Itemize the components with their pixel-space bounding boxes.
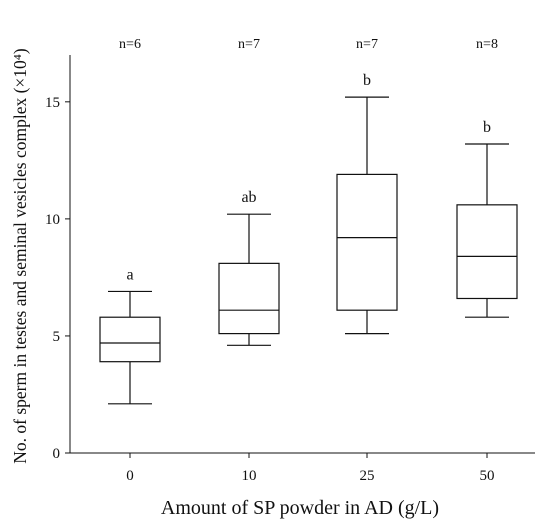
y-tick-label: 10 [45,212,60,228]
x-ticks: 0 10 25 50 [126,453,495,484]
significance-letter: a [126,266,133,283]
sample-size-labels: n=6 n=7 n=7 n=8 [119,37,498,52]
box [456,204,518,300]
significance-letter: b [363,72,371,89]
axes [69,55,535,454]
box [218,262,280,335]
y-ticks: 0 5 10 15 [45,95,70,462]
x-tick-label: 25 [360,468,375,484]
box [99,316,161,363]
y-tick-label: 5 [53,329,61,345]
significance-letter: ab [241,189,256,206]
boxes [99,96,518,405]
y-tick-label: 15 [45,95,60,111]
box-group [99,290,161,405]
y-tick-label: 0 [53,446,61,462]
box-group [456,143,518,318]
y-axis-title: No. of sperm in testes and seminal vesic… [10,48,30,464]
significance-letters: a ab b b [126,72,491,283]
x-tick-label: 0 [126,468,134,484]
x-axis-title: Amount of SP powder in AD (g/L) [161,497,439,519]
significance-letter: b [483,119,491,136]
n-label: n=7 [238,37,260,52]
n-label: n=8 [476,37,498,52]
box-group [336,96,398,335]
n-label: n=6 [119,37,141,52]
box-group [218,213,280,346]
x-tick-label: 10 [242,468,257,484]
x-tick-label: 50 [480,468,495,484]
box [336,173,398,311]
n-label: n=7 [356,37,378,52]
